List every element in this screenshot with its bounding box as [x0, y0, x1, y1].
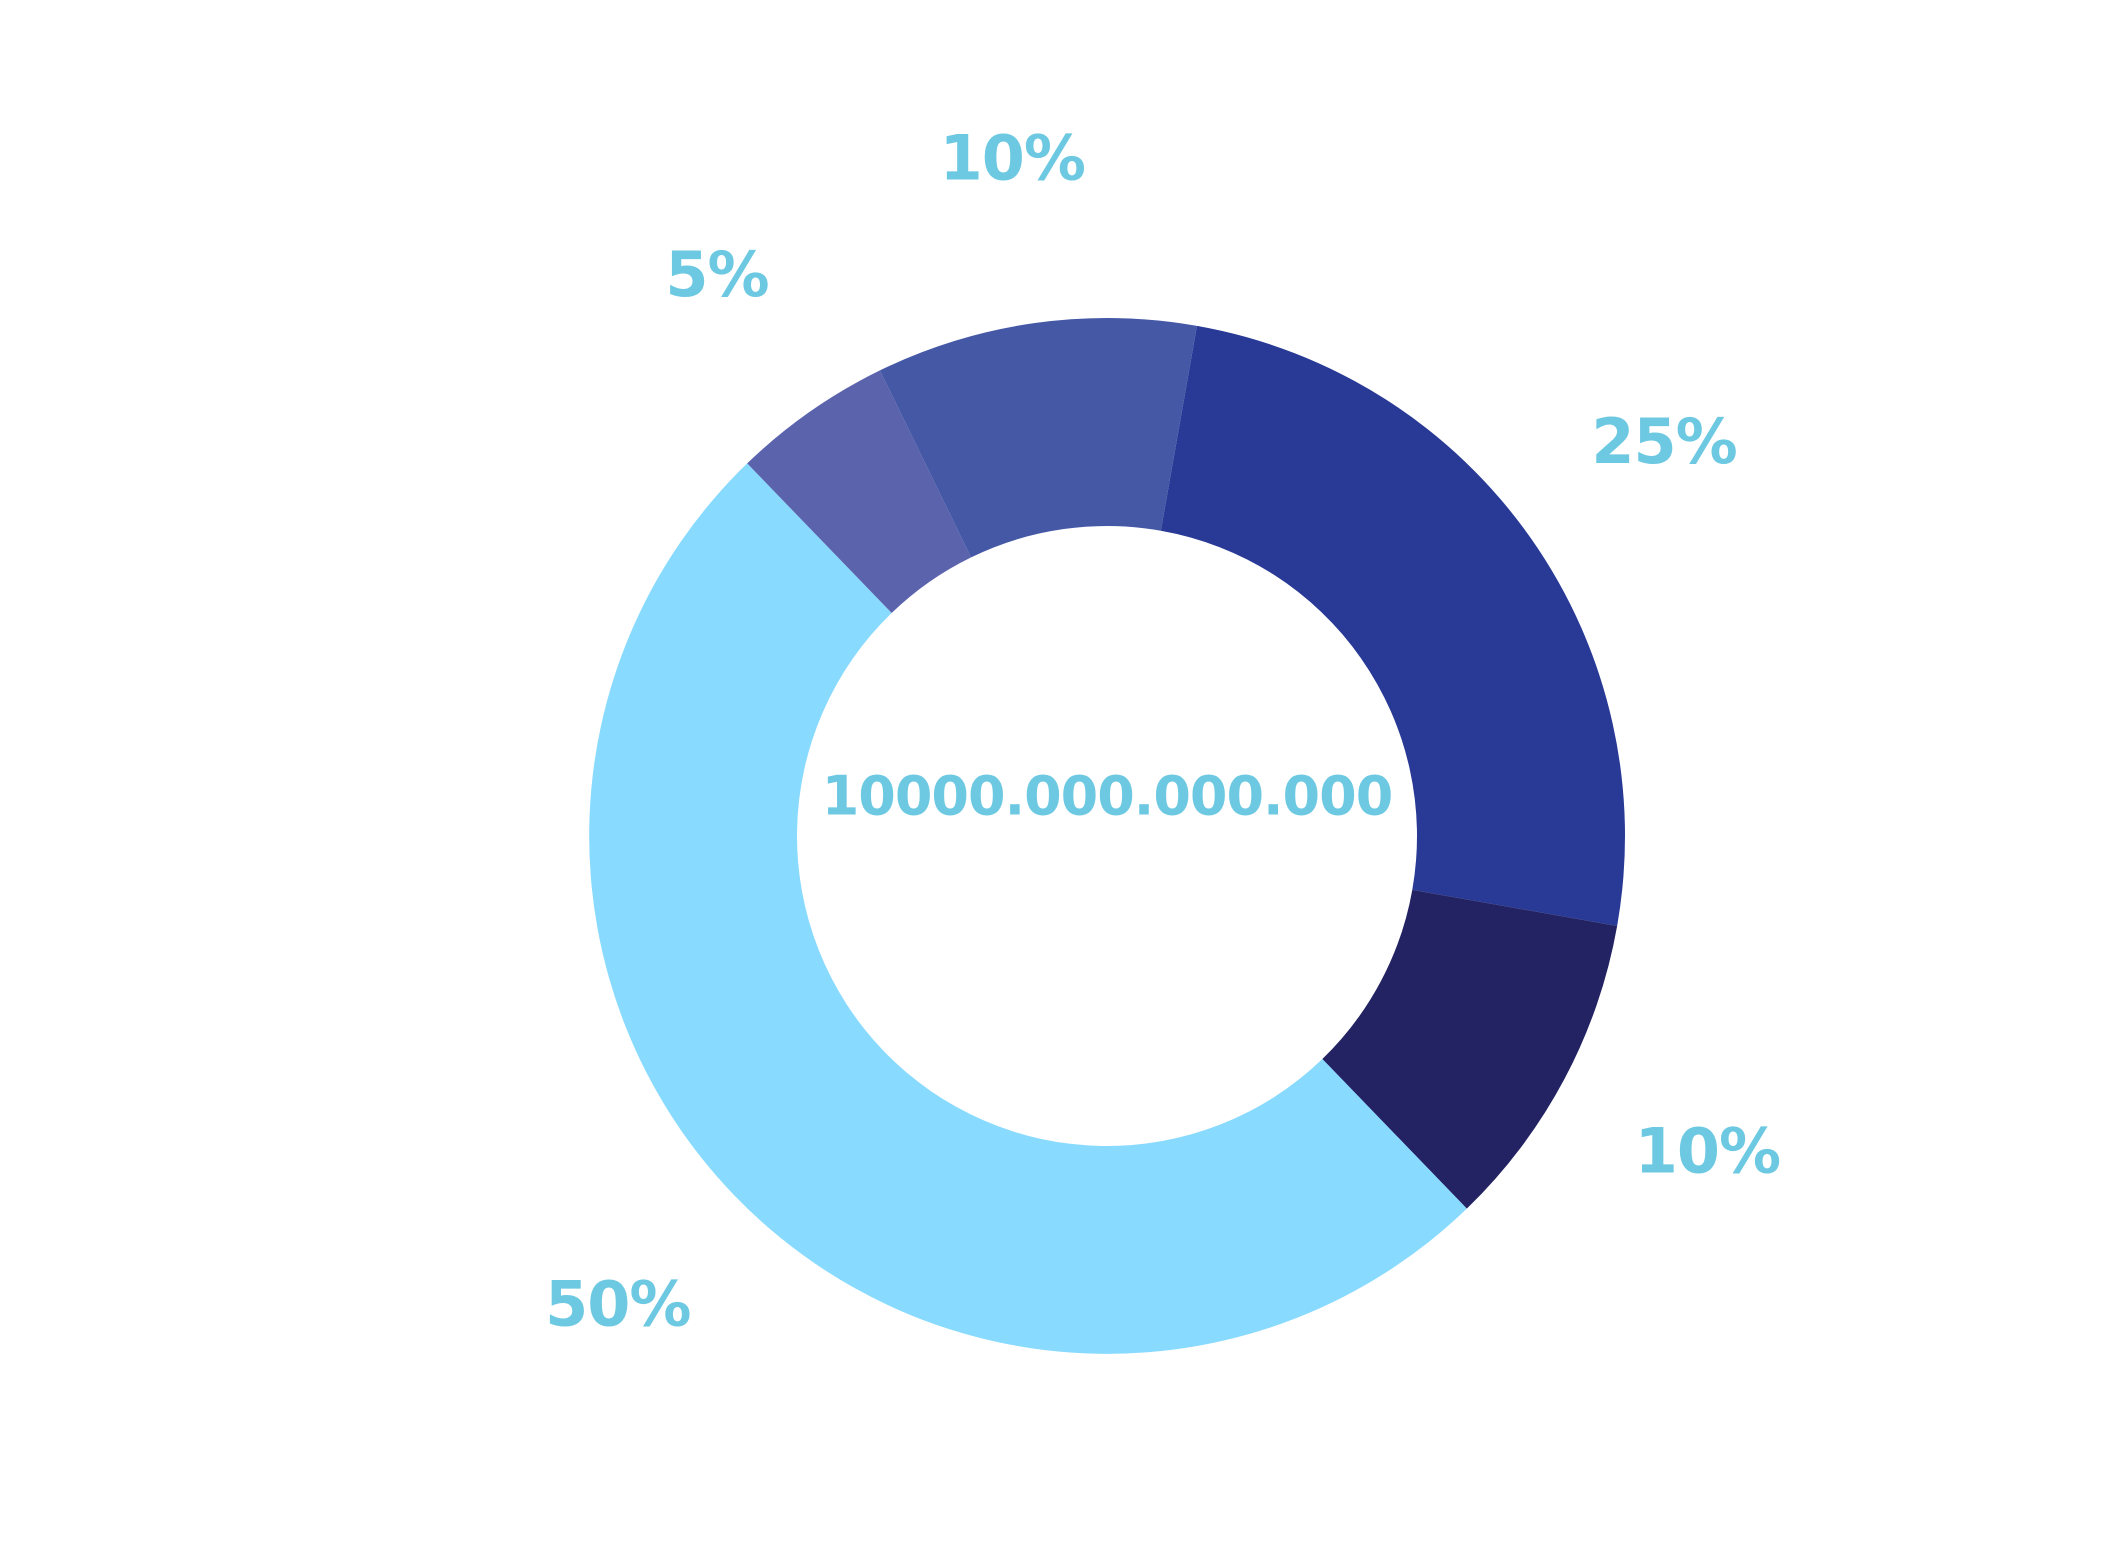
- donut-slice-1: [1322, 889, 1618, 1209]
- slice-label-2: 50%: [545, 1267, 690, 1340]
- donut-slice-2: [589, 463, 1467, 1354]
- slices-group: [589, 318, 1625, 1354]
- donut-slice-4: [879, 318, 1197, 558]
- slice-label-1: 10%: [1635, 1114, 1780, 1187]
- center-total-label: 10000.000.000.000: [822, 765, 1393, 828]
- donut-slice-3: [747, 370, 972, 614]
- labels-group: 25% 10% 50% 5% 10%: [545, 122, 1781, 1341]
- slice-label-0: 25%: [1591, 405, 1736, 478]
- slice-label-3: 5%: [665, 238, 768, 311]
- slice-label-4: 10%: [940, 122, 1085, 195]
- donut-slice-0: [1160, 325, 1625, 926]
